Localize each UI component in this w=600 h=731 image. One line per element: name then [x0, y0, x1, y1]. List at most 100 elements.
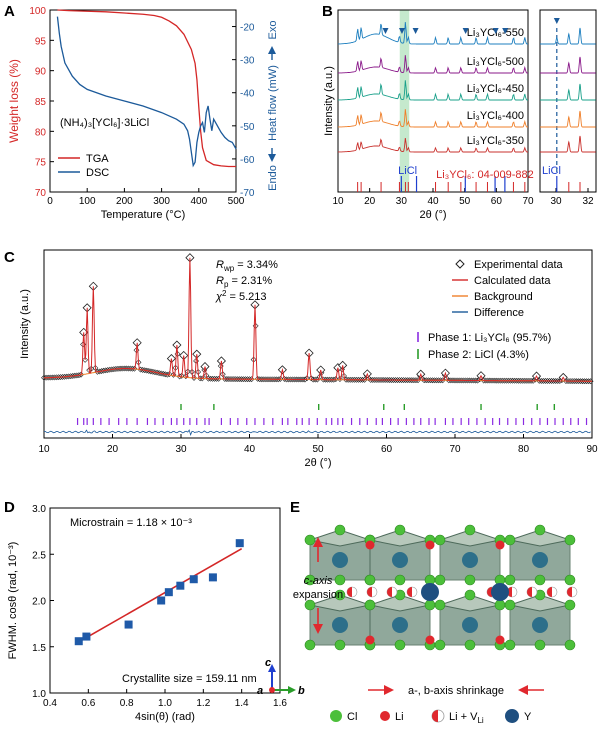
shrinkage-label: a-, b-axis shrinkage	[408, 685, 504, 697]
li-vacancy-fill	[527, 587, 532, 597]
li-vacancy-fill	[347, 587, 352, 597]
experimental-point	[538, 377, 545, 384]
experimental-point	[431, 377, 438, 384]
experimental-point	[57, 374, 64, 381]
experimental-point	[429, 377, 436, 384]
x-tick-label: 60	[381, 444, 393, 455]
axis-b-label: b	[298, 685, 305, 697]
experimental-point	[213, 375, 220, 382]
y-left-tick-label: 80	[35, 127, 47, 138]
cl-atom	[464, 589, 476, 601]
y-axis-label: Intensity (a.u.)	[19, 289, 31, 359]
inset-licl-marker	[553, 18, 560, 24]
xrd-pattern-4	[337, 109, 528, 128]
experimental-point	[462, 377, 469, 384]
cl-atom	[304, 599, 316, 611]
legend-background-label: Background	[474, 291, 533, 303]
x-tick-label: 1.4	[235, 698, 249, 709]
x-tick-label: 10	[38, 444, 50, 455]
experimental-point	[433, 377, 440, 384]
experimental-point	[336, 376, 343, 382]
x-tick-label: 0.4	[43, 698, 57, 709]
dsc-series-line	[56, 16, 237, 168]
experimental-point	[234, 376, 241, 383]
experimental-point	[552, 378, 559, 384]
x-tick-label: 10	[332, 196, 344, 207]
experimental-point	[482, 377, 489, 384]
structure-diagram	[304, 524, 578, 651]
experimental-point	[585, 378, 592, 385]
experimental-point	[493, 377, 500, 384]
cl-atom	[464, 524, 476, 536]
x-tick-label: 30	[396, 196, 408, 207]
experimental-point	[503, 377, 510, 384]
experimental-point	[371, 377, 378, 383]
cl-atom	[504, 534, 516, 546]
y-tick-label: 3.0	[32, 504, 46, 515]
y-tick-label: 2.5	[32, 550, 46, 561]
x-tick-label: 1.6	[273, 698, 287, 709]
experimental-point	[460, 377, 467, 384]
data-point	[235, 539, 244, 548]
axis-c-label: c	[265, 657, 271, 669]
cl-atom	[534, 574, 546, 586]
x-tick-label: 40	[244, 444, 256, 455]
y-atom-center	[491, 583, 509, 601]
experimental-point	[571, 378, 578, 385]
experimental-point	[287, 376, 294, 383]
experimental-point	[129, 365, 136, 372]
cl-atom	[434, 574, 446, 586]
cl-atom	[334, 574, 346, 586]
cl-atom	[534, 639, 546, 651]
experimental-point	[248, 376, 255, 383]
experimental-point	[526, 377, 532, 384]
experimental-point	[413, 377, 419, 384]
li-vacancy-fill	[407, 587, 412, 597]
experimental-point	[487, 377, 493, 384]
y-left-tick-label: 100	[29, 6, 46, 17]
data-point	[208, 573, 217, 582]
experimental-point	[277, 375, 284, 382]
panel-label-a: A	[4, 3, 15, 20]
panel-e-crystal-structure: c-axis expansion c a b a-, b-axis shrink…	[257, 516, 596, 725]
li-atom	[425, 540, 435, 550]
experimental-point	[565, 378, 571, 384]
experimental-point	[507, 377, 514, 384]
cl-atom	[564, 534, 576, 546]
experimental-point	[408, 377, 415, 384]
xrd-pattern-2	[337, 55, 528, 74]
legend-experimental-label: Experimental data	[474, 259, 564, 271]
li-atom	[365, 540, 375, 550]
cl-atom	[334, 524, 346, 536]
cl-atom	[434, 534, 446, 546]
cl-atom	[564, 639, 576, 651]
panel-label-b: B	[322, 3, 333, 20]
experimental-point	[232, 376, 239, 383]
experimental-point	[271, 376, 278, 383]
experimental-point	[131, 365, 138, 372]
octahedron-face	[509, 604, 571, 646]
experimental-point	[244, 376, 251, 383]
panel-label-c: C	[4, 249, 15, 266]
experimental-point	[394, 377, 401, 383]
li-vacancy-fill	[487, 587, 492, 597]
experimental-point	[540, 377, 547, 384]
panel-label-e: E	[290, 499, 300, 516]
cl-atom	[334, 589, 346, 601]
licl-marker	[412, 28, 419, 34]
c-axis-label: c-axis	[304, 575, 333, 587]
octahedron-top-4	[504, 524, 576, 586]
experimental-point	[242, 376, 249, 383]
experimental-point	[324, 376, 331, 383]
cl-atom	[364, 599, 376, 611]
experimental-point	[49, 374, 56, 381]
legend-calculated-label: Calculated data	[474, 275, 551, 287]
experimental-point	[427, 377, 434, 384]
x-tick-label: 50	[459, 196, 471, 207]
experimental-point	[322, 376, 329, 383]
x-axis-label: 4sin(θ) (rad)	[135, 711, 195, 723]
experimental-point	[125, 365, 132, 372]
y-right-tick-label: -40	[240, 89, 255, 100]
licl-marker	[398, 28, 405, 34]
experimental-point	[398, 377, 405, 384]
